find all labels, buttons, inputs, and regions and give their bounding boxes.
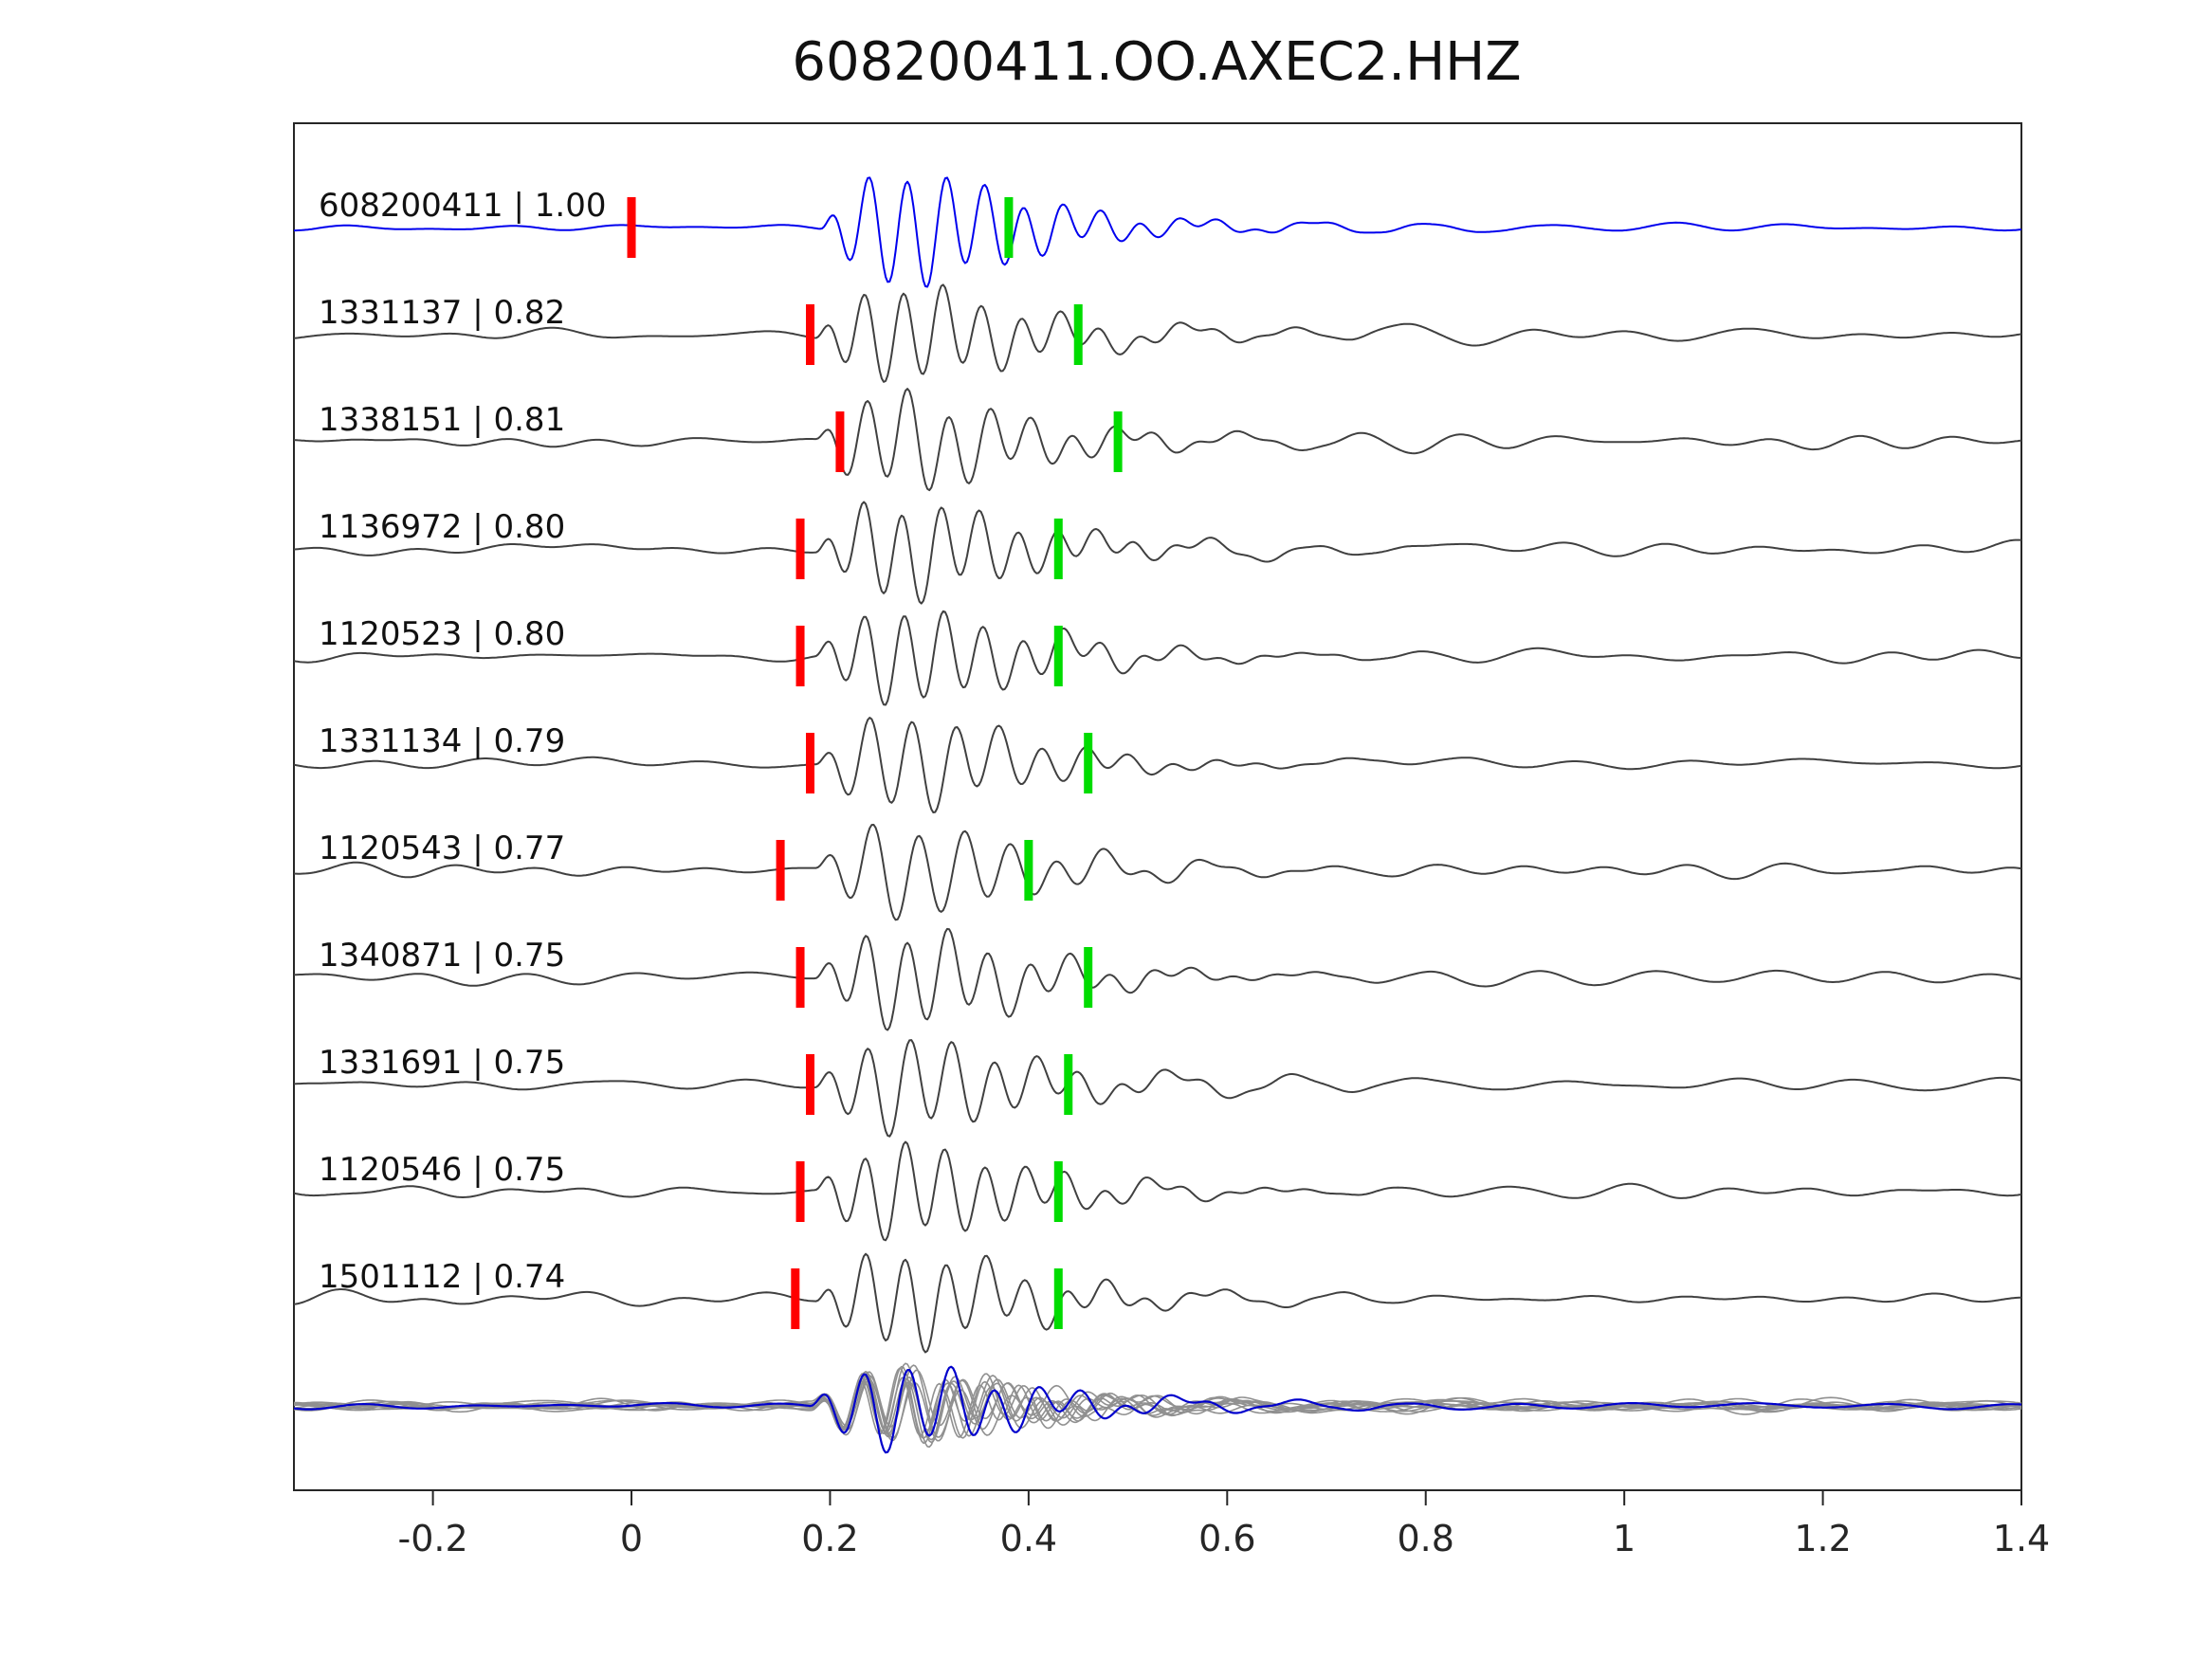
red-pick-marker: [835, 411, 845, 472]
red-pick-marker: [791, 1268, 800, 1329]
template-trace: [294, 176, 2021, 288]
green-pick-marker: [1053, 626, 1063, 686]
x-tick-label: 0.8: [1398, 1518, 1454, 1559]
red-pick-marker: [627, 197, 636, 258]
detection-trace: [294, 1039, 2021, 1138]
green-pick-marker: [1053, 1268, 1063, 1329]
x-tick-label: 0.4: [1000, 1518, 1057, 1559]
green-pick-marker: [1053, 1161, 1063, 1222]
red-pick-marker: [795, 626, 805, 686]
detection-trace: [294, 824, 2021, 921]
red-pick-marker: [806, 733, 815, 793]
red-pick-marker: [795, 947, 805, 1008]
detection-trace: [294, 501, 2021, 605]
trace-label: 1338151 | 0.81: [319, 401, 565, 439]
green-pick-marker: [1084, 733, 1093, 793]
detection-trace: [294, 1140, 2021, 1242]
trace-label: 1120543 | 0.77: [319, 830, 565, 867]
overlay-gray-trace: [294, 1371, 2021, 1441]
plot-content: -0.2 0 0.2 0.4 0.6 0.8 1 1.2 1.4 608200411 | 1.00…: [293, 122, 2050, 1559]
trace-label: 1136972 | 0.80: [319, 508, 565, 546]
overlay-gray-trace: [294, 1362, 2021, 1437]
trace-label: 1120523 | 0.80: [319, 615, 565, 653]
detection-trace: [294, 717, 2021, 813]
detection-trace: [294, 388, 2021, 492]
trace-label: 1340871 | 0.75: [319, 937, 565, 975]
green-pick-marker: [1064, 1054, 1073, 1115]
green-pick-marker: [1053, 519, 1063, 579]
trace-label: 1331134 | 0.79: [319, 722, 565, 760]
trace-label: 608200411 | 1.00: [319, 187, 606, 225]
detection-trace: [294, 610, 2021, 706]
red-pick-marker: [806, 1054, 815, 1115]
red-pick-marker: [806, 304, 815, 365]
x-tick-label: 1: [1613, 1518, 1636, 1559]
green-pick-marker: [1084, 947, 1093, 1008]
chart-title: 608200411.OO.AXEC2.HHZ: [792, 31, 1521, 93]
plot-border: [293, 122, 2022, 1491]
overlay-template-trace: [294, 1365, 2021, 1454]
green-pick-marker: [1024, 840, 1033, 901]
red-pick-marker: [776, 840, 785, 901]
x-tick-label: 1.2: [1794, 1518, 1851, 1559]
detection-trace: [294, 927, 2021, 1031]
red-pick-marker: [795, 1161, 805, 1222]
x-tick-label: 0.6: [1198, 1518, 1255, 1559]
x-tick-label: 0.2: [801, 1518, 858, 1559]
trace-label: 1501112 | 0.74: [319, 1258, 565, 1296]
detection-trace: [294, 1252, 2021, 1354]
x-tick-label: 0: [620, 1518, 643, 1559]
green-pick-marker: [1004, 197, 1014, 258]
green-pick-marker: [1073, 304, 1083, 365]
trace-label: 1331137 | 0.82: [319, 294, 565, 332]
x-tick-label: -0.2: [398, 1518, 468, 1559]
overlay-gray-trace: [294, 1373, 2021, 1449]
red-pick-marker: [795, 519, 805, 579]
x-tick-label: 1.4: [1993, 1518, 2050, 1559]
trace-label: 1120546 | 0.75: [319, 1151, 565, 1189]
detection-trace: [294, 283, 2021, 383]
green-pick-marker: [1113, 411, 1123, 472]
trace-label: 1331691 | 0.75: [319, 1044, 565, 1082]
